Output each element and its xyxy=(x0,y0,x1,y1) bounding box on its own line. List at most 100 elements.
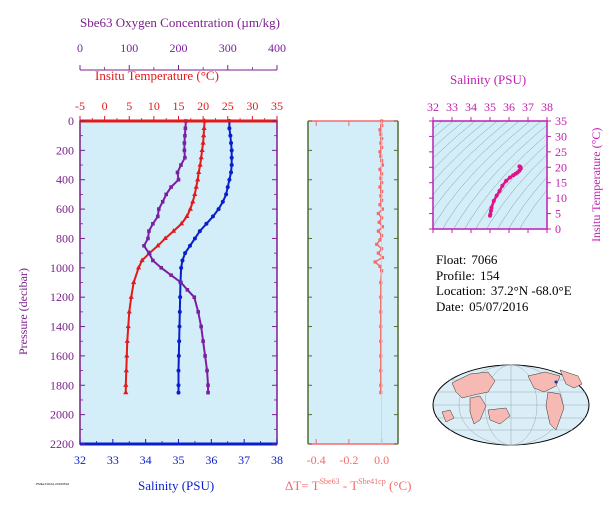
ts-point xyxy=(494,193,499,198)
delta-t-point xyxy=(375,242,379,246)
oxygen-point xyxy=(179,280,183,285)
salinity-point xyxy=(229,170,234,175)
salinity-point xyxy=(210,214,215,219)
salinity-point xyxy=(197,229,202,234)
temperature-point xyxy=(123,367,129,373)
salinity-point xyxy=(229,141,234,146)
density-contours xyxy=(433,121,547,229)
temperature-point xyxy=(136,264,142,270)
location-label: Location: xyxy=(436,283,486,298)
delta-t-point xyxy=(376,229,380,233)
salinity-point xyxy=(227,126,232,131)
profile-row: Profile: 154 xyxy=(436,268,572,284)
oxygen-point xyxy=(164,192,168,197)
oxygen-point xyxy=(176,177,181,182)
temperature-point xyxy=(192,191,198,197)
delta-t-point xyxy=(380,225,385,229)
ts-temperature-tick-label: 15 xyxy=(555,176,567,190)
salinity-point xyxy=(178,295,183,300)
oxygen-point xyxy=(151,258,155,263)
ts-salinity-tick-label: 34 xyxy=(465,100,477,114)
delta-t-point xyxy=(377,220,381,224)
ts-salinity-tick-label: 38 xyxy=(541,100,553,114)
oxygen-point xyxy=(183,155,187,160)
oxygen-tick-label: 200 xyxy=(170,41,188,55)
location-value: 37.2°N -68.0°E xyxy=(490,283,572,298)
oxygen-point xyxy=(147,229,151,233)
delta-t-point xyxy=(378,185,382,189)
ts-point xyxy=(497,189,502,194)
ts-point xyxy=(500,183,505,188)
temperature-point xyxy=(139,257,145,263)
delta-t-point xyxy=(373,260,377,264)
date-label: Date: xyxy=(436,298,465,314)
delta-t-point xyxy=(378,238,382,242)
profile-value: 154 xyxy=(480,267,500,283)
salinity-point xyxy=(176,353,181,358)
temperature-tick-label: 0 xyxy=(102,99,108,113)
delta-t-point xyxy=(379,154,383,158)
float-label: Float: xyxy=(436,252,467,267)
temperature-tick-label: 25 xyxy=(222,99,234,113)
temperature-point xyxy=(184,213,190,219)
float-row: Float: 7066 xyxy=(436,252,572,268)
pressure-tick-label: 800 xyxy=(56,231,74,245)
oxygen-point xyxy=(156,214,160,219)
profile-label: Profile: xyxy=(436,267,475,283)
oxygen-point xyxy=(151,221,155,226)
salinity-tick-label: 32 xyxy=(74,453,86,467)
ts-salinity-tick-label: 33 xyxy=(446,100,458,114)
temperature-point xyxy=(196,169,202,174)
temperature-point xyxy=(197,162,203,167)
ts-temperature-tick-label: 10 xyxy=(555,191,567,205)
ts-temperature-tick-label: 25 xyxy=(555,145,567,159)
delta-t-point xyxy=(379,310,383,314)
temperature-point xyxy=(187,206,193,211)
density-contour xyxy=(464,134,547,229)
pressure-axis-title: Pressure (decibar) xyxy=(16,268,30,355)
temperature-point xyxy=(198,154,204,160)
salinity-point xyxy=(228,133,233,138)
oxygen-point xyxy=(192,295,197,299)
oxygen-point xyxy=(206,390,210,395)
delta-t-point xyxy=(376,251,380,255)
ts-salinity-tick-label: 32 xyxy=(427,100,439,114)
delta-t-point xyxy=(379,295,383,299)
temperature-point xyxy=(124,338,130,343)
oxygen-point xyxy=(179,163,183,167)
pressure-tick-label: 1000 xyxy=(50,261,74,275)
oxygen-point xyxy=(183,126,188,131)
oxygen-tick-label: 0 xyxy=(77,41,83,55)
pressure-tick-label: 1200 xyxy=(50,290,74,304)
delta-t-point xyxy=(379,368,383,373)
delta-t-point xyxy=(379,354,383,358)
salinity-point xyxy=(229,155,234,160)
world-map-inset xyxy=(432,364,590,446)
delta-tick-label: -0.4 xyxy=(307,453,326,467)
delta-t-point xyxy=(379,176,383,180)
ts-temperature-tick-label: 5 xyxy=(555,207,561,221)
delta-t-point xyxy=(378,150,382,154)
map-continents xyxy=(441,369,583,431)
salinity-tick-label: 34 xyxy=(140,453,152,467)
salinity-point xyxy=(192,236,197,241)
density-contour xyxy=(486,154,547,229)
salinity-point xyxy=(177,339,182,344)
ts-point xyxy=(488,212,493,217)
oxygen-point xyxy=(182,141,187,145)
pressure-tick-label: 1400 xyxy=(50,320,74,334)
salinity-point xyxy=(229,148,234,153)
oxygen-point xyxy=(205,368,209,373)
density-contour xyxy=(508,176,547,229)
pressure-tick-label: 1800 xyxy=(50,378,74,392)
location-row: Location: 37.2°N -68.0°E xyxy=(436,283,572,299)
temperature-tick-label: -5 xyxy=(75,99,85,113)
pressure-tick-label: 0 xyxy=(68,114,74,128)
delta-t-point xyxy=(380,255,385,260)
salinity-point xyxy=(224,192,229,197)
oxygen-point xyxy=(142,243,146,248)
delta-t-point xyxy=(379,194,383,198)
temperature-point xyxy=(195,176,201,182)
delta-t-point xyxy=(378,128,382,132)
oxygen-point xyxy=(147,251,151,255)
